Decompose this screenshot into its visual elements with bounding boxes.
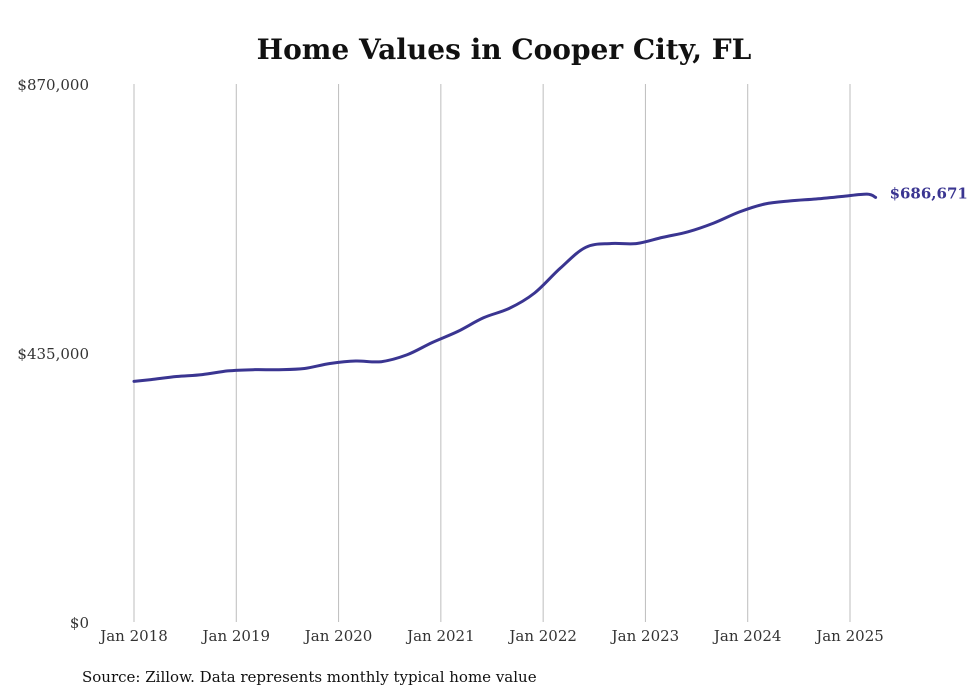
- home-value-series-line: [132, 192, 878, 383]
- y-axis-tick-labels: $0 $435,000 $870,000: [17, 76, 89, 632]
- x-tick-label: Jan 2025: [814, 627, 884, 645]
- x-axis-tick-labels: Jan 2018 Jan 2019 Jan 2020 Jan 2021 Jan 2022…: [98, 627, 884, 645]
- chart-title: Home Values in Cooper City, FL: [257, 33, 752, 66]
- y-tick-label: $435,000: [17, 345, 89, 363]
- x-tick-label: Jan 2018: [98, 627, 168, 645]
- y-tick-label: $870,000: [17, 76, 89, 94]
- last-value-label: $686,671: [890, 184, 968, 202]
- x-tick-label: Jan 2019: [201, 627, 271, 645]
- x-tick-label: Jan 2023: [610, 627, 680, 645]
- x-tick-label: Jan 2021: [405, 627, 475, 645]
- source-note: Source: Zillow. Data represents monthly …: [82, 668, 537, 686]
- vertical-gridlines: [133, 84, 851, 622]
- x-tick-label: Jan 2020: [303, 627, 373, 645]
- y-tick-label: $0: [70, 614, 89, 632]
- x-tick-label: Jan 2024: [712, 627, 782, 645]
- x-tick-label: Jan 2022: [507, 627, 577, 645]
